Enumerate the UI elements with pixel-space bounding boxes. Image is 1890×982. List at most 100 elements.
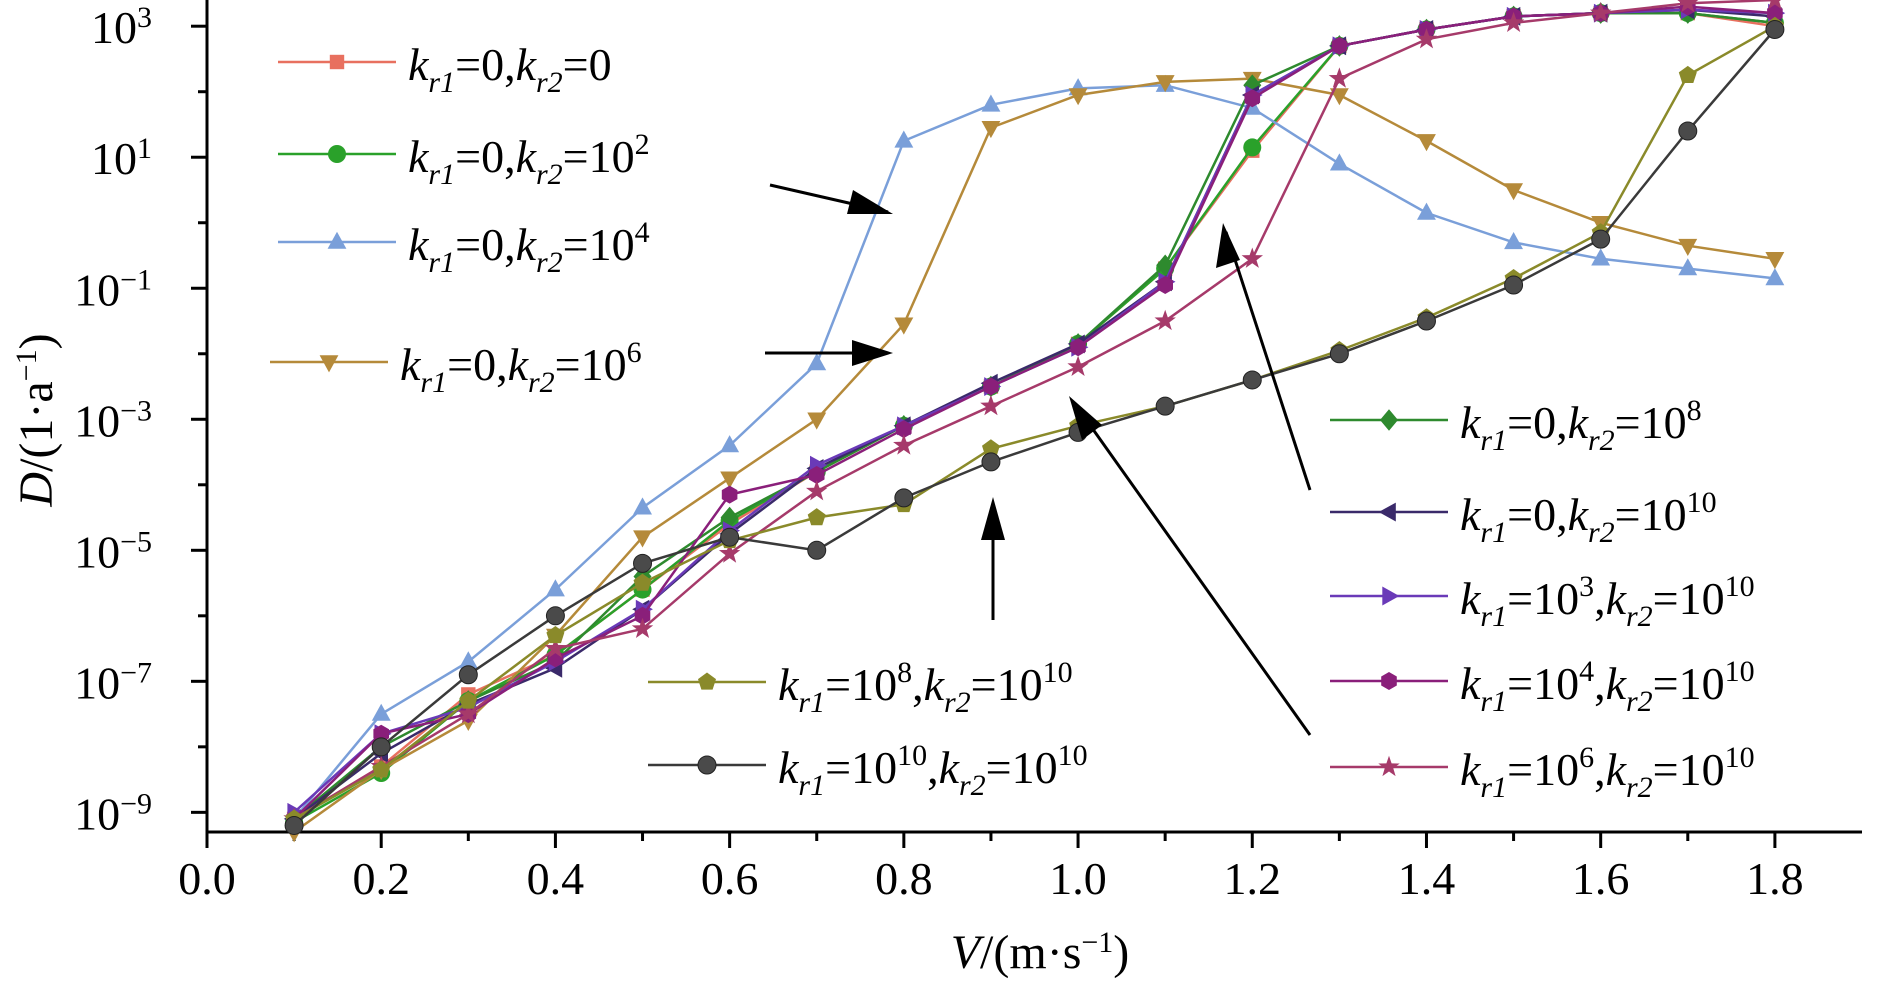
- legend-label: kr1=0,kr2=102: [408, 128, 650, 191]
- legend-entry: kr1=0,kr2=106: [270, 336, 642, 399]
- data-point: [1590, 1, 1612, 23]
- data-point: [980, 394, 1002, 416]
- data-point: [1329, 88, 1349, 106]
- legend-label: kr1=1010,kr2=1010: [778, 739, 1088, 802]
- data-point: [1504, 275, 1524, 295]
- data-point: [807, 508, 826, 526]
- arrow-kr2-1e4-head: [847, 190, 893, 214]
- arrow-kr2-1e8-group: [1224, 231, 1312, 491]
- x-ticks: 0.0 0.2 0.4 0.6 0.8 1.0 1.2 1.4 1.6 1.8: [178, 832, 1804, 904]
- data-point: [1070, 338, 1086, 357]
- data-point: [721, 485, 738, 504]
- y-tick-label: 10−5: [74, 525, 152, 578]
- legend-entry: kr1=104,kr2=1010: [1330, 655, 1755, 718]
- x-tick-label: 1.8: [1746, 853, 1804, 904]
- data-point: [633, 497, 652, 515]
- data-point: [546, 579, 565, 597]
- legend-label: kr1=108,kr2=1010: [778, 656, 1073, 719]
- data-point: [981, 121, 1001, 139]
- data-point: [983, 377, 999, 396]
- data-point: [546, 626, 565, 644]
- legend-label: kr1=0,kr2=104: [408, 216, 650, 279]
- data-point: [720, 527, 740, 547]
- data-point: [1068, 88, 1088, 106]
- y-tick-label: 103: [91, 1, 152, 54]
- legend-marker: [328, 145, 346, 163]
- axes: 0.0 0.2 0.4 0.6 0.8 1.0 1.2 1.4 1.6 1.8 103 101 10−…: [74, 0, 1862, 904]
- data-point: [1156, 254, 1175, 277]
- y-tick-label: 10−3: [74, 394, 152, 447]
- x-axis-title: V/(m·s−1): [951, 926, 1130, 980]
- x-tick-label: 0.2: [352, 853, 410, 904]
- legend-marker: [329, 54, 345, 70]
- legend-entry: kr1=103,kr2=1010: [1330, 570, 1755, 633]
- data-point: [718, 542, 741, 563]
- x-tick-label: 0.0: [178, 853, 236, 904]
- series-2: [284, 74, 1785, 826]
- data-point: [458, 665, 478, 685]
- data-point: [371, 737, 391, 757]
- data-point: [1502, 11, 1525, 32]
- legend-label: kr1=0,kr2=108: [1460, 394, 1702, 457]
- data-point: [1243, 138, 1262, 157]
- data-point: [893, 434, 915, 455]
- legend-marker: [1382, 586, 1400, 606]
- data-point: [1244, 89, 1261, 108]
- legend-marker: [697, 755, 717, 775]
- data-point: [1329, 344, 1349, 364]
- data-point: [633, 573, 652, 591]
- x-tick-label: 1.4: [1398, 853, 1456, 904]
- legend-marker: [1380, 409, 1398, 431]
- data-point: [1591, 229, 1611, 249]
- arrow-kr2-1e6-head: [852, 340, 893, 366]
- data-point: [1504, 183, 1523, 201]
- legend-marker: [1378, 755, 1400, 777]
- y-ticks: 103 101 10−1 10−3 10−5 10−7 10−9: [74, 1, 207, 840]
- data-point: [894, 488, 914, 508]
- x-tick-label: 1.6: [1572, 853, 1630, 904]
- legend-label: kr1=0,kr2=106: [400, 336, 642, 399]
- data-point: [1417, 202, 1436, 220]
- data-point: [371, 703, 391, 721]
- legend-entry: kr1=106,kr2=1010: [1330, 741, 1755, 804]
- series-line: [293, 5, 1775, 820]
- series-3: [284, 71, 1785, 843]
- x-tick-label: 0.4: [527, 853, 585, 904]
- y-tick-label: 101: [91, 132, 152, 185]
- data-point: [981, 94, 1001, 112]
- data-point: [1155, 75, 1175, 93]
- x-tick-label: 0.6: [701, 853, 759, 904]
- legend-label: kr1=104,kr2=1010: [1460, 655, 1755, 718]
- x-tick-label: 0.8: [875, 853, 933, 904]
- data-point: [1768, 0, 1782, 10]
- y-tick-label: 10−9: [74, 787, 152, 840]
- x-tick-label: 1.0: [1049, 853, 1107, 904]
- legend-label: kr1=103,kr2=1010: [1460, 570, 1755, 633]
- series-10: [284, 19, 1785, 835]
- data-point: [1678, 258, 1698, 276]
- series-line: [293, 28, 1776, 827]
- data-point: [806, 480, 828, 501]
- data-point: [807, 540, 827, 560]
- legend-entry: kr1=0,kr2=104: [278, 216, 650, 279]
- data-point: [544, 637, 567, 658]
- legend-label: kr1=0,kr2=1010: [1460, 486, 1717, 549]
- series-layer: [283, 0, 1786, 843]
- data-point: [807, 412, 827, 430]
- series-line: [293, 83, 1776, 820]
- arrow-kr1-1e6-group: [1073, 403, 1312, 736]
- data-point: [982, 439, 1000, 457]
- arrow-kr1-1e8-group-head: [981, 497, 1005, 540]
- data-point: [894, 317, 914, 335]
- annotation-arrows: [765, 183, 1312, 736]
- data-point: [1242, 370, 1262, 390]
- data-point: [896, 420, 912, 439]
- data-point: [1591, 248, 1611, 266]
- legend-marker: [1381, 672, 1397, 690]
- data-point: [894, 130, 914, 148]
- series-line: [293, 25, 1776, 820]
- data-point: [1678, 65, 1697, 83]
- y-tick-label: 10−7: [74, 656, 152, 709]
- data-point: [720, 506, 739, 529]
